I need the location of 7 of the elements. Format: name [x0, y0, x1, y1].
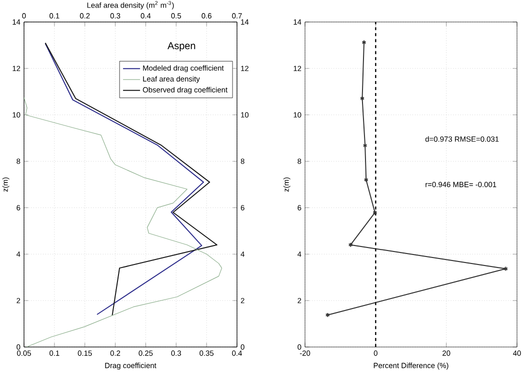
point [364, 177, 368, 182]
point [362, 143, 368, 148]
point [372, 210, 378, 216]
point [360, 96, 364, 101]
point [503, 266, 508, 272]
text: Aspen [168, 42, 196, 52]
point [348, 242, 353, 248]
